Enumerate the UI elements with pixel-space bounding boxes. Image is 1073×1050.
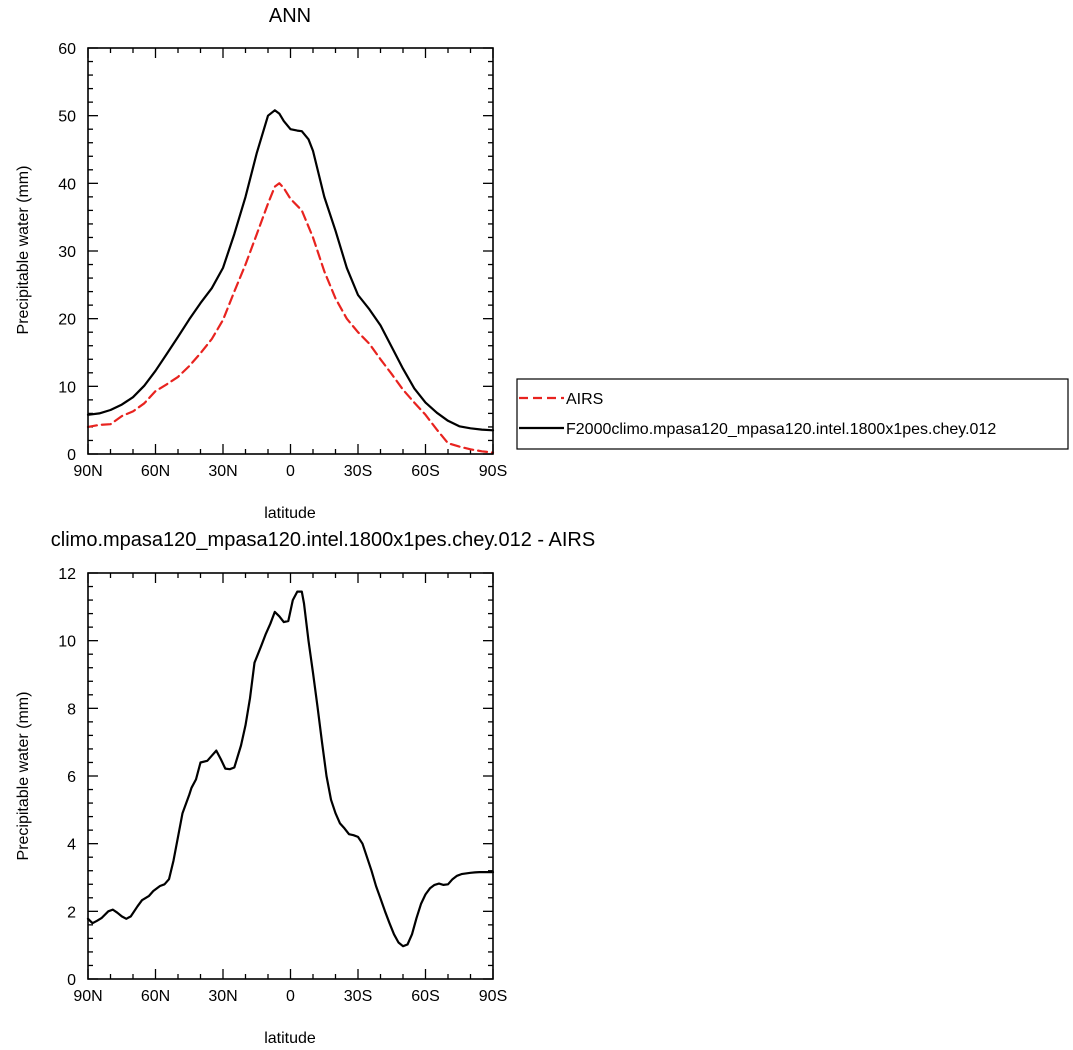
bottom-chart-y-tick-label: 12 xyxy=(58,566,76,583)
top-chart-x-label: latitude xyxy=(264,505,316,522)
bottom-chart-y-tick-label: 4 xyxy=(67,837,76,854)
bottom-chart-x-label: latitude xyxy=(264,1030,316,1047)
top-chart-title: ANN xyxy=(269,5,311,27)
top-chart-y-tick-label: 20 xyxy=(58,312,76,329)
bottom-chart-y-label: Precipitable water (mm) xyxy=(15,692,32,861)
top-chart-frame xyxy=(87,47,494,455)
bottom-chart-x-tick-label: 30N xyxy=(208,988,237,1005)
bottom-chart-y-tick-label: 2 xyxy=(67,904,76,921)
top-chart-y-tick-label: 10 xyxy=(58,379,76,396)
bottom-chart-panel: climo.mpasa120_mpasa120.intel.1800x1pes.… xyxy=(15,529,595,1047)
legend-airs-label: AIRS xyxy=(566,391,603,408)
top-chart-x-tick-label: 60S xyxy=(411,463,439,480)
bottom-chart-series xyxy=(86,590,495,948)
top-chart-x-tick-label: 0 xyxy=(286,463,295,480)
top-chart-x-tick-label: 30N xyxy=(208,463,237,480)
bottom-chart-x-tick-label: 30S xyxy=(344,988,372,1005)
bottom-chart-x-tick-label: 90N xyxy=(73,988,102,1005)
bottom-chart-ticks xyxy=(87,572,494,980)
top-chart-x-tick-label: 60N xyxy=(141,463,170,480)
bottom-chart-frame xyxy=(87,572,494,980)
bottom-chart-series-difference-line xyxy=(86,590,495,948)
top-chart-ticks xyxy=(87,47,494,455)
bottom-chart-title: climo.mpasa120_mpasa120.intel.1800x1pes.… xyxy=(51,529,595,551)
legend: AIRS F2000climo.mpasa120_mpasa120.intel.… xyxy=(516,378,1069,450)
top-chart-x-tick-label: 90S xyxy=(479,463,507,480)
bottom-chart-x-tick-label: 90S xyxy=(479,988,507,1005)
top-chart-y-tick-label: 50 xyxy=(58,109,76,126)
top-chart-panel: ANN Precipitable water (mm) latitude 90N… xyxy=(15,5,507,522)
bottom-chart-tick-labels: 90N 60N 30N 0 30S 60S 90S 0 2 4 6 8 10 12 xyxy=(58,566,507,1005)
top-chart-x-tick-label: 90N xyxy=(73,463,102,480)
top-chart-series-model-line xyxy=(86,109,495,432)
top-chart-y-tick-label: 30 xyxy=(58,244,76,261)
top-chart-x-tick-label: 30S xyxy=(344,463,372,480)
top-chart-series-airs-line xyxy=(86,182,495,454)
bottom-chart-x-tick-label: 60S xyxy=(411,988,439,1005)
top-chart-y-tick-label: 60 xyxy=(58,41,76,58)
top-chart-series xyxy=(86,109,495,454)
top-chart-y-label: Precipitable water (mm) xyxy=(15,166,32,335)
top-chart-tick-labels: 90N 60N 30N 0 30S 60S 90S 0 10 20 30 40 50 60 xyxy=(58,41,507,480)
bottom-chart-y-tick-label: 8 xyxy=(67,701,76,718)
bottom-chart-y-tick-label: 6 xyxy=(67,769,76,786)
top-chart-y-tick-label: 0 xyxy=(67,447,76,464)
top-chart-y-tick-label: 40 xyxy=(58,176,76,193)
bottom-chart-x-tick-label: 60N xyxy=(141,988,170,1005)
bottom-chart-y-tick-label: 0 xyxy=(67,972,76,989)
bottom-chart-y-tick-label: 10 xyxy=(58,634,76,651)
legend-box xyxy=(516,378,1069,450)
bottom-chart-x-tick-label: 0 xyxy=(286,988,295,1005)
legend-model-label: F2000climo.mpasa120_mpasa120.intel.1800x… xyxy=(566,421,996,438)
